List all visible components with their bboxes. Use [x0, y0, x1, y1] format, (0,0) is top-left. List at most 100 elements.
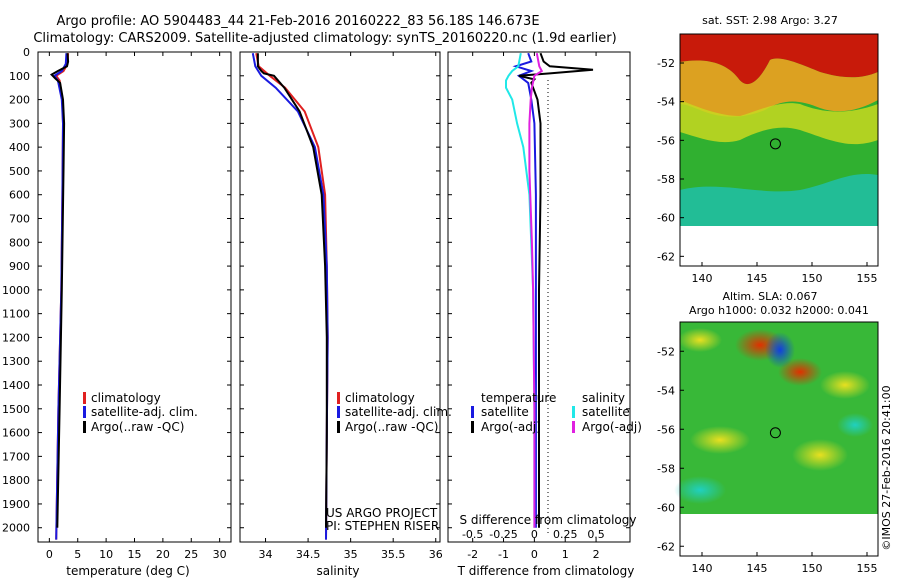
s-argo-diff-line — [528, 53, 544, 528]
temperature-tick-label: 20 — [156, 548, 170, 561]
sla-low-anomaly — [765, 332, 795, 368]
legend-label-t-satellite: satellite — [481, 405, 529, 419]
s-difference-tick-label: 0.25 — [553, 528, 578, 541]
map-lon-tick-label: 140 — [692, 272, 713, 285]
sla-map-frame — [679, 321, 879, 557]
salinity-tick-label: 35 — [344, 548, 358, 561]
axis-ticks: 0 5 10 15 20 25 30 34 34.5 35 35.5 36 -2 -1 0 1 2 -0.5 -0.… — [38, 51, 630, 561]
sla-map-ticks: 140 145 150 155 -52 -54 -56 -58 -60 -62 — [657, 345, 877, 575]
temperature-legend: climatology satellite-adj. clim. Argo(..… — [83, 391, 198, 434]
depth-tick-label: 1500 — [2, 403, 30, 416]
map-lon-tick-label: 145 — [747, 562, 768, 575]
t-difference-tick-label: -2 — [467, 548, 478, 561]
legend-swatch-climatology — [337, 392, 340, 404]
salinity-tick-label: 36 — [429, 548, 443, 561]
sla-positive-anomaly — [678, 328, 722, 352]
legend-swatch-satellite — [337, 406, 340, 418]
figure-title: Argo profile: AO 5904483_44 21-Feb-2016 … — [56, 14, 539, 29]
depth-tick-labels: 0 100 200 300 400 500 600 700 800 900 1000 1100 1200… — [2, 46, 30, 535]
map-lon-tick-label: 150 — [802, 562, 823, 575]
depth-tick-label: 2000 — [2, 522, 30, 535]
salinity-axes — [239, 51, 441, 543]
depth-tick-label: 1000 — [2, 284, 30, 297]
figure-subtitle: Climatology: CARS2009. Satellite-adjuste… — [33, 31, 616, 46]
legend-title-temperature: temperature — [481, 391, 556, 405]
depth-tick-label: 1100 — [2, 308, 30, 321]
sla-map-title: Altim. SLA: 0.067 — [722, 290, 817, 303]
sst-orange-band — [680, 58, 878, 117]
sla-map — [674, 321, 879, 557]
map-lon-tick-label: 155 — [857, 272, 878, 285]
temperature-argo-line — [50, 53, 70, 528]
sst-cool-region — [680, 173, 878, 226]
legend-swatch-t-argo — [471, 421, 474, 433]
legend-title-salinity: salinity — [582, 391, 625, 405]
depth-tick-label: 200 — [9, 94, 30, 107]
temperature-tick-label: 5 — [74, 548, 81, 561]
temperature-xlabel: temperature (deg C) — [66, 564, 189, 578]
sst-yellow-band — [680, 100, 878, 145]
salinity-tick-label: 34 — [259, 548, 273, 561]
sst-nodata — [680, 226, 878, 258]
t-difference-tick-label: -1 — [498, 548, 509, 561]
sla-map-subtitle: Argo h1000: 0.032 h2000: 0.041 — [689, 304, 869, 317]
t-difference-xlabel: T difference from climatology — [457, 564, 635, 578]
t-difference-tick-label: 0 — [531, 548, 538, 561]
map-lat-tick-label: -56 — [657, 134, 675, 147]
sst-map-title: sat. SST: 2.98 Argo: 3.27 — [702, 14, 838, 27]
s-difference-tick-label: 0 — [531, 528, 538, 541]
salinity-legend: climatology satellite-adj. clim. Argo(..… — [337, 391, 452, 434]
depth-tick-label: 1200 — [2, 331, 30, 344]
map-lon-tick-label: 150 — [802, 272, 823, 285]
salinity-xlabel: salinity — [316, 564, 359, 578]
depth-tick-label: 400 — [9, 141, 30, 154]
legend-swatch-s-argo — [572, 421, 575, 433]
difference-legend: temperature salinity satellite Argo(-adj… — [471, 391, 642, 434]
sst-warm-region — [680, 34, 878, 85]
sla-negative-anomaly — [674, 476, 726, 504]
legend-label-argo: Argo(..raw -QC) — [91, 420, 184, 434]
map-lat-tick-label: -62 — [657, 540, 675, 553]
map-lat-tick-label: -62 — [657, 250, 675, 263]
difference-series — [505, 52, 594, 528]
sla-high-anomaly — [778, 358, 822, 386]
sla-argo-location-marker — [769, 427, 781, 439]
depth-tick-label: 1900 — [2, 498, 30, 511]
sla-positive-anomaly — [690, 426, 750, 454]
sst-argo-location-marker — [769, 138, 781, 150]
legend-label-climatology: climatology — [91, 391, 161, 405]
s-difference-tick-label: 0.5 — [587, 528, 605, 541]
map-lat-tick-label: -60 — [657, 501, 675, 514]
depth-tick-label: 1700 — [2, 450, 30, 463]
sla-negative-anomaly — [837, 413, 873, 437]
legend-label-s-satellite: satellite — [582, 405, 630, 419]
depth-tick-label: 700 — [9, 213, 30, 226]
t-difference-tick-label: 2 — [593, 548, 600, 561]
temperature-tick-label: 25 — [184, 548, 198, 561]
depth-tick-label: 0 — [23, 46, 30, 59]
legend-label-climatology: climatology — [345, 391, 415, 405]
salinity-satellite-adj-line — [251, 53, 329, 540]
legend-swatch-satellite — [83, 406, 86, 418]
map-lat-tick-label: -54 — [657, 96, 675, 109]
map-lon-tick-label: 140 — [692, 562, 713, 575]
legend-label-satellite: satellite-adj. clim. — [345, 405, 452, 419]
legend-label-satellite: satellite-adj. clim. — [91, 405, 198, 419]
sla-positive-anomaly — [792, 439, 848, 471]
credit-project: US ARGO PROJECT — [326, 506, 438, 520]
legend-swatch-argo — [337, 421, 340, 433]
map-lat-tick-label: -52 — [657, 57, 675, 70]
sst-map-ticks: 140 145 150 155 -52 -54 -56 -58 -60 -62 — [657, 57, 877, 285]
timestamp: ©IMOS 27-Feb-2016 20:41:00 — [880, 385, 893, 550]
map-lat-tick-label: -58 — [657, 173, 675, 186]
legend-swatch-t-satellite — [471, 406, 474, 418]
depth-tick-label: 300 — [9, 117, 30, 130]
temperature-tick-label: 30 — [213, 548, 227, 561]
legend-swatch-argo — [83, 421, 86, 433]
s-difference-xlabel: S difference from climatology — [460, 513, 637, 527]
map-lat-tick-label: -58 — [657, 462, 675, 475]
map-lon-tick-label: 145 — [747, 272, 768, 285]
map-lon-tick-label: 155 — [857, 562, 878, 575]
depth-tick-label: 800 — [9, 236, 30, 249]
